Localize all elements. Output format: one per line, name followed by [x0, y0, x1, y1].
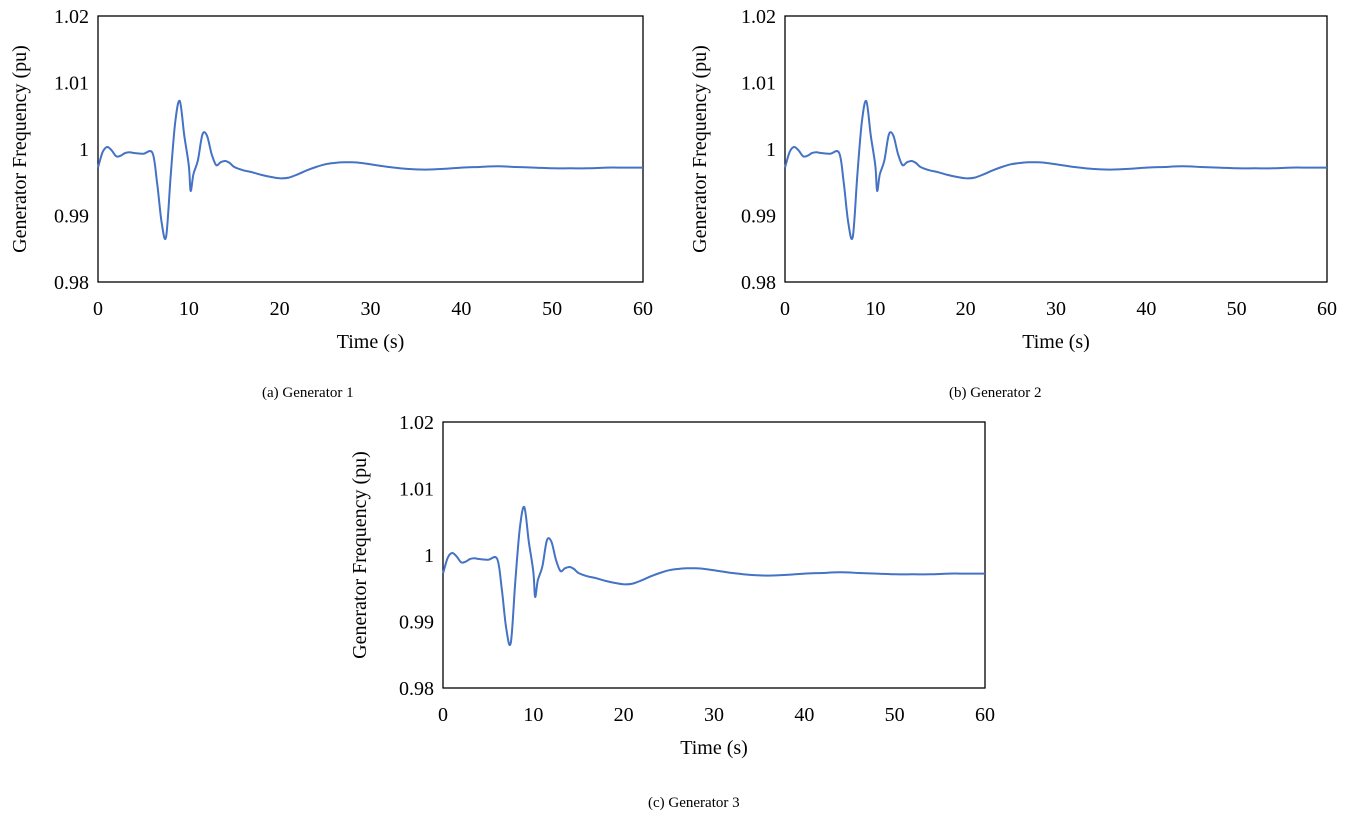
plot-frame — [97, 15, 644, 283]
series-line — [97, 99, 643, 241]
y-axis-title: Generator Frequency (pu) — [349, 451, 371, 659]
y-tick-label: 1.01 — [741, 73, 776, 95]
x-tick-label: 60 — [975, 704, 995, 726]
x-axis-title: Time (s) — [1022, 331, 1090, 353]
x-axis-title: Time (s) — [680, 737, 748, 759]
x-tick-label: 60 — [1317, 298, 1337, 320]
x-tick-label: 10 — [179, 298, 199, 320]
y-tick-label: 1 — [766, 139, 776, 161]
x-tick-label: 20 — [270, 298, 290, 320]
x-tick-label: 0 — [780, 298, 790, 320]
caption-generator-2: (b) Generator 2 — [949, 385, 1042, 401]
x-tick-label: 10 — [865, 298, 885, 320]
caption-generator-3: (c) Generator 3 — [648, 795, 740, 811]
y-tick-label: 0.99 — [741, 206, 776, 228]
x-tick-label: 40 — [794, 704, 814, 726]
x-tick-label: 40 — [451, 298, 471, 320]
y-axis-title: Generator Frequency (pu) — [689, 45, 711, 253]
x-tick-label: 20 — [614, 704, 634, 726]
y-tick-label: 1 — [424, 545, 434, 567]
y-tick-label: 1.02 — [399, 412, 434, 434]
x-tick-label: 40 — [1136, 298, 1156, 320]
x-tick-label: 50 — [885, 704, 905, 726]
x-tick-label: 0 — [93, 298, 103, 320]
y-tick-label: 1 — [79, 139, 89, 161]
y-tick-label: 1.01 — [399, 479, 434, 501]
y-tick-label: 0.98 — [54, 272, 89, 294]
x-tick-label: 30 — [704, 704, 724, 726]
x-tick-label: 0 — [438, 704, 448, 726]
y-tick-label: 0.98 — [399, 678, 434, 700]
x-axis-title: Time (s) — [337, 331, 405, 353]
y-tick-label: 0.99 — [399, 612, 434, 634]
plot-frame — [442, 421, 986, 689]
x-tick-label: 20 — [956, 298, 976, 320]
x-tick-label: 60 — [633, 298, 653, 320]
y-tick-label: 1.02 — [741, 6, 776, 28]
x-tick-label: 30 — [1046, 298, 1066, 320]
y-tick-label: 1.02 — [54, 6, 89, 28]
y-tick-label: 0.98 — [741, 272, 776, 294]
plot-frame — [784, 15, 1328, 283]
x-tick-label: 50 — [1227, 298, 1247, 320]
x-tick-label: 30 — [361, 298, 381, 320]
x-tick-label: 50 — [542, 298, 562, 320]
y-tick-label: 0.99 — [54, 206, 89, 228]
chart-generator-2: 0 10 20 30 40 50 60 0.98 0.99 1 1.01 1.02 Time (s) Ge… — [689, 6, 1337, 353]
y-tick-label: 1.01 — [54, 73, 89, 95]
series-line — [442, 505, 985, 647]
series-line — [784, 99, 1327, 241]
x-tick-label: 10 — [523, 704, 543, 726]
chart-generator-1: 0 10 20 30 40 50 60 0.98 0.99 1 1.01 1.02 Time (s) Ge… — [9, 6, 653, 353]
chart-generator-3: 0 10 20 30 40 50 60 0.98 0.99 1 1.01 1.02 Time (s) Ge… — [349, 412, 995, 759]
y-axis-title: Generator Frequency (pu) — [9, 45, 31, 253]
caption-generator-1: (a) Generator 1 — [262, 385, 354, 401]
